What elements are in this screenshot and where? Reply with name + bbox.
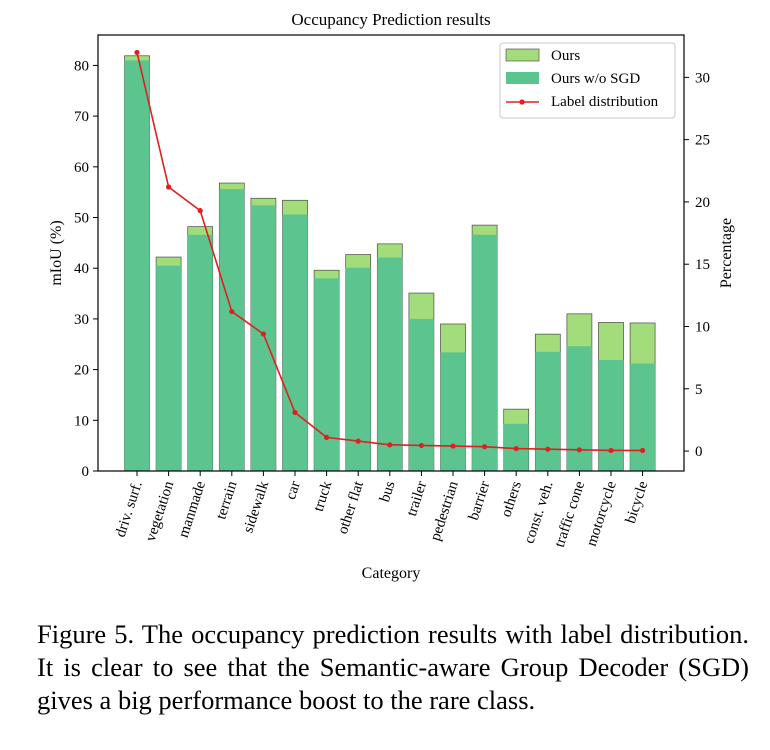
y2-tick-label: 0: [695, 444, 703, 460]
label-distribution-point: [608, 447, 614, 454]
y-axis-label: mIoU (%): [48, 220, 65, 285]
label-distribution-point: [324, 434, 330, 440]
y2-tick-label: 5: [695, 382, 703, 398]
bar-ours-wo-sgd: [440, 352, 466, 471]
label-distribution-point: [292, 409, 298, 416]
bar-ours-wo-sgd: [187, 234, 213, 471]
label-distribution-point: [197, 208, 203, 214]
bar-ours-wo-sgd: [408, 318, 434, 471]
y-tick-label: 20: [74, 363, 89, 379]
legend-swatch-ours: [505, 48, 540, 62]
label-distribution-point: [134, 49, 140, 56]
label-distribution-point: [418, 442, 424, 449]
legend-label-label-distribution: Label distribution: [551, 94, 659, 110]
label-distribution-point: [260, 331, 266, 337]
label-distribution-point: [482, 444, 488, 450]
label-distribution-point: [229, 308, 235, 315]
x-tick-label: trailer: [404, 479, 430, 518]
bar-ours-wo-sgd: [219, 189, 245, 472]
y-tick-label: 50: [74, 211, 89, 227]
y-tick-label: 40: [74, 261, 89, 277]
bar-ours-wo-sgd: [250, 205, 276, 472]
label-distribution-point: [387, 442, 393, 448]
bar-ours-wo-sgd: [472, 234, 498, 471]
y-tick-label: 70: [74, 109, 89, 125]
plot-frame: [97, 34, 685, 472]
x-tick-label: bus: [377, 479, 399, 504]
legend: Ours Ours w/o SGD Label distribution: [499, 42, 676, 119]
bar-ours-wo-sgd: [156, 265, 182, 471]
bar-ours-wo-sgd: [314, 278, 340, 471]
x-tick-label: terrain: [213, 479, 240, 522]
legend-box: [499, 42, 676, 119]
y-tick-label: 30: [74, 312, 89, 328]
y-tick-label: 60: [74, 160, 89, 176]
x-tick-label: traffic cone: [552, 479, 588, 549]
bars-layer: [124, 55, 656, 472]
x-tick-label: sidewalk: [241, 479, 273, 535]
label-distribution-point: [355, 438, 361, 444]
label-distribution-point: [166, 184, 172, 190]
label-distribution-point: [545, 446, 551, 452]
y2-tick-label: 30: [695, 70, 710, 86]
label-distribution-point: [450, 443, 456, 449]
bar-ours-wo-sgd: [535, 351, 561, 471]
y2-tick-label: 25: [695, 133, 710, 149]
x-tick-label: pedestrian: [428, 479, 462, 543]
y2-tick-label: 10: [695, 319, 710, 335]
x-tick-label: barrier: [466, 479, 494, 522]
y-tick-label: 0: [82, 464, 90, 480]
bar-ours-wo-sgd: [124, 60, 150, 471]
bar-ours-wo-sgd: [345, 267, 371, 471]
x-tick-label: motorcycle: [584, 479, 620, 548]
label-distribution-point: [640, 447, 646, 454]
occupancy-chart: Occupancy Prediction results 01020304050…: [48, 10, 735, 582]
legend-label-ours-wo-sgd: Ours w/o SGD: [551, 71, 640, 87]
x-tick-label: car: [283, 479, 304, 501]
x-tick-label: manmade: [176, 479, 209, 540]
x-tick-label: const. veh.: [521, 479, 556, 545]
bar-ours-wo-sgd: [377, 257, 403, 471]
bar-ours-wo-sgd: [630, 363, 656, 471]
y2-tick-label: 15: [695, 257, 710, 273]
x-tick-label: bicycle: [623, 479, 652, 525]
chart-title: Occupancy Prediction results: [291, 10, 490, 29]
x-tick-label: truck: [311, 479, 336, 514]
x-tick-label: vegetation: [143, 479, 178, 544]
label-distribution-point: [513, 445, 519, 452]
bar-ours-wo-sgd: [282, 214, 308, 471]
label-distribution-point: [576, 447, 583, 453]
x-tick-label: driv. surf.: [113, 479, 146, 539]
x-tick-label: other flat: [335, 479, 367, 537]
figure-caption: Figure 5. The occupancy prediction resul…: [37, 619, 749, 715]
y2-tick-label: 20: [695, 195, 710, 211]
bar-ours-wo-sgd: [598, 359, 624, 471]
x-tick-label: others: [498, 479, 525, 519]
y-tick-label: 10: [74, 413, 89, 429]
label-distribution-line: [134, 49, 646, 454]
y-tick-label: 80: [74, 58, 89, 74]
x-axis-label: Category: [362, 565, 421, 582]
legend-swatch-ours-wo-sgd: [506, 72, 539, 84]
legend-marker-label-distribution: [519, 99, 525, 105]
y2-axis-label: Percentage: [718, 218, 735, 288]
legend-label-ours: Ours: [551, 48, 580, 64]
